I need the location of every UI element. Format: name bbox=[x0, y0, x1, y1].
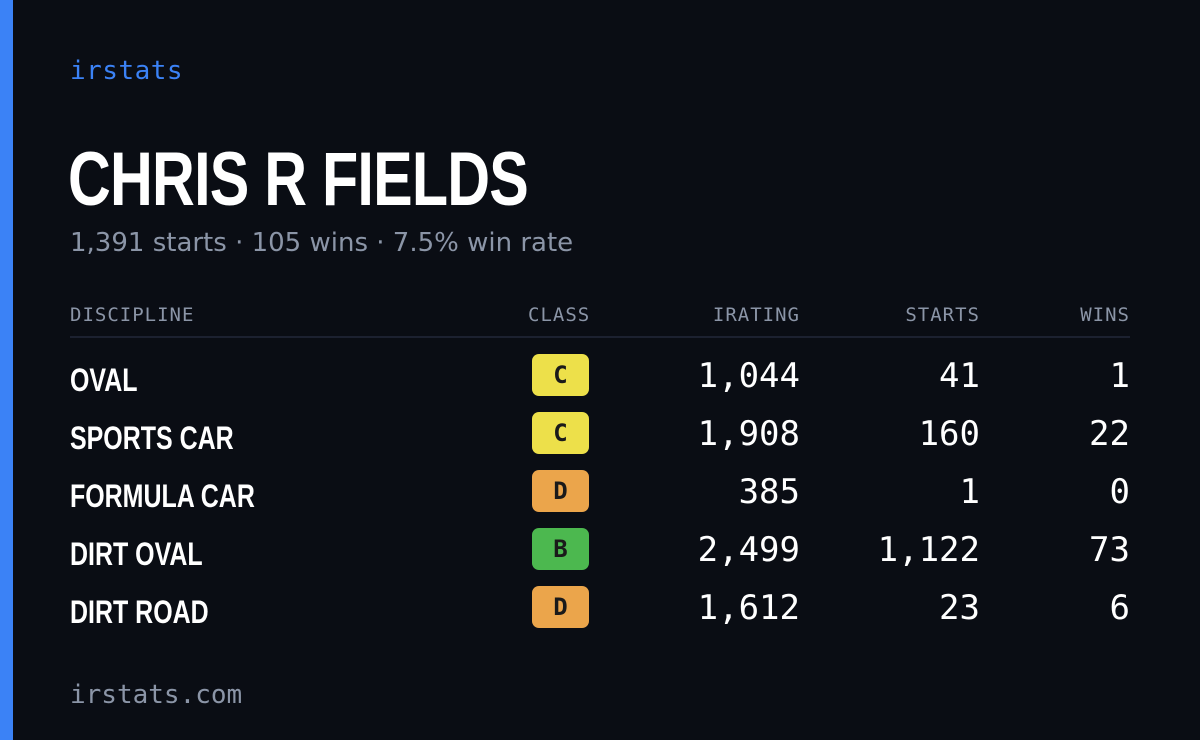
column-header-irating: IRATING bbox=[712, 304, 800, 326]
class-badge: D bbox=[532, 586, 589, 628]
driver-summary: 1,391 starts · 105 wins · 7.5% win rate bbox=[70, 228, 574, 258]
table-row: FORMULA CAR D 385 1 0 bbox=[70, 470, 1130, 528]
irating-value: 1,044 bbox=[697, 356, 800, 396]
class-badge: C bbox=[532, 412, 589, 454]
table-body: OVAL C 1,044 41 1 SPORTS CAR C 1,908 160… bbox=[70, 354, 1130, 644]
table-row: SPORTS CAR C 1,908 160 22 bbox=[70, 412, 1130, 470]
discipline-name: DIRT OVAL bbox=[70, 536, 203, 572]
wins-value: 73 bbox=[1089, 530, 1130, 570]
starts-value: 160 bbox=[918, 414, 980, 454]
driver-name: CHRIS R FIELDS bbox=[68, 137, 529, 222]
brand-logo-text: irstats bbox=[70, 56, 184, 86]
table-row: OVAL C 1,044 41 1 bbox=[70, 354, 1130, 412]
wins-value: 0 bbox=[1109, 472, 1130, 512]
wins-value: 6 bbox=[1109, 588, 1130, 628]
irating-value: 2,499 bbox=[697, 530, 800, 570]
starts-value: 1,122 bbox=[877, 530, 980, 570]
wins-value: 22 bbox=[1089, 414, 1130, 454]
column-header-discipline: DISCIPLINE bbox=[70, 304, 195, 326]
table-row: DIRT ROAD D 1,612 23 6 bbox=[70, 586, 1130, 644]
discipline-name: SPORTS CAR bbox=[70, 420, 234, 456]
starts-value: 23 bbox=[939, 588, 980, 628]
class-badge: C bbox=[532, 354, 589, 396]
irating-value: 385 bbox=[738, 472, 800, 512]
column-header-class: CLASS bbox=[528, 304, 591, 326]
column-header-starts: STARTS bbox=[905, 304, 980, 326]
irating-value: 1,908 bbox=[697, 414, 800, 454]
discipline-name: OVAL bbox=[70, 362, 138, 398]
class-badge: B bbox=[532, 528, 589, 570]
discipline-name: DIRT ROAD bbox=[70, 594, 209, 630]
table-row: DIRT OVAL B 2,499 1,122 73 bbox=[70, 528, 1130, 586]
irating-value: 1,612 bbox=[697, 588, 800, 628]
footer-url: irstats.com bbox=[70, 680, 243, 710]
starts-value: 41 bbox=[939, 356, 980, 396]
class-badge: D bbox=[532, 470, 589, 512]
stats-table: DISCIPLINE CLASS IRATING STARTS WINS OVA… bbox=[70, 296, 1130, 644]
discipline-name: FORMULA CAR bbox=[70, 478, 255, 514]
accent-bar bbox=[0, 0, 13, 740]
starts-value: 1 bbox=[959, 472, 980, 512]
column-header-wins: WINS bbox=[1080, 304, 1130, 326]
table-header: DISCIPLINE CLASS IRATING STARTS WINS bbox=[70, 296, 1130, 338]
wins-value: 1 bbox=[1109, 356, 1130, 396]
